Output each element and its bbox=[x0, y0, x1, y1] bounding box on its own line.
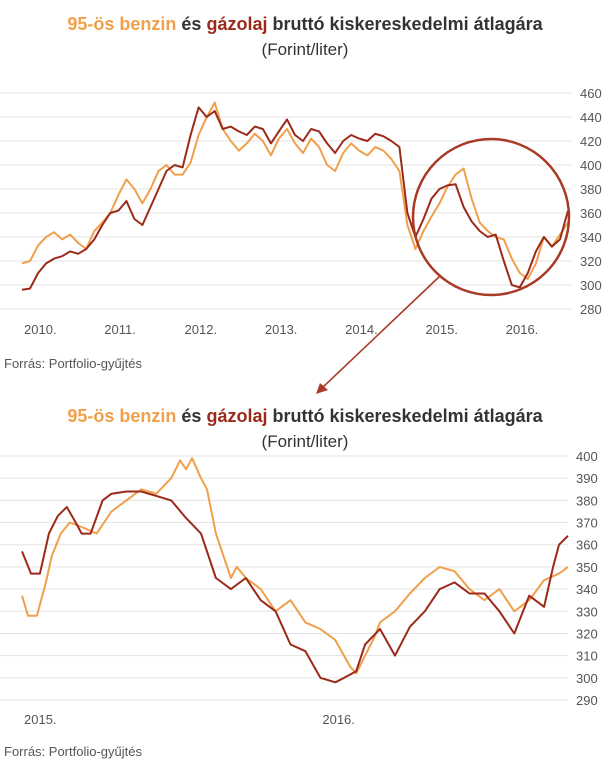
title-and: és bbox=[181, 14, 202, 34]
title-petrol: 95-ös benzin bbox=[67, 14, 177, 34]
title-diesel: gázolaj bbox=[206, 14, 268, 34]
bottom-chart-title: 95-ös benzin és gázolaj bruttó kiskeresk… bbox=[0, 406, 610, 427]
zoom-arrow-head bbox=[316, 383, 328, 394]
bottom-chart-source: Forrás: Portfolio-gyűjtés bbox=[4, 744, 142, 759]
x-tick-label: 2013. bbox=[265, 322, 298, 337]
series-line-petrol bbox=[21, 101, 569, 280]
y-tick-label: 420 bbox=[580, 134, 602, 149]
highlight-circle bbox=[411, 137, 571, 297]
y-tick-label: 400 bbox=[580, 158, 602, 173]
y-tick-label: 380 bbox=[576, 493, 598, 508]
x-tick-label: 2015. bbox=[24, 712, 57, 727]
y-tick-label: 370 bbox=[576, 516, 598, 531]
y-tick-label: 320 bbox=[580, 254, 602, 269]
title-rest: bruttó kiskereskedelmi átlagára bbox=[272, 406, 543, 426]
y-tick-label: 360 bbox=[576, 538, 598, 553]
y-tick-label: 310 bbox=[576, 649, 598, 664]
title-rest: bruttó kiskereskedelmi átlagára bbox=[272, 14, 543, 34]
y-tick-label: 290 bbox=[576, 693, 598, 708]
y-tick-label: 390 bbox=[576, 471, 598, 486]
zoom-arrow-line bbox=[321, 275, 441, 389]
x-tick-label: 2016. bbox=[322, 712, 355, 727]
y-tick-label: 360 bbox=[580, 206, 602, 221]
y-tick-label: 340 bbox=[576, 582, 598, 597]
x-tick-label: 2015. bbox=[425, 322, 458, 337]
top-chart-source: Forrás: Portfolio-gyűjtés bbox=[4, 356, 142, 371]
title-and: és bbox=[181, 406, 202, 426]
x-tick-label: 2012. bbox=[185, 322, 218, 337]
y-tick-label: 400 bbox=[576, 449, 598, 464]
y-tick-label: 460 bbox=[580, 86, 602, 101]
x-tick-label: 2016. bbox=[506, 322, 539, 337]
series-line-diesel bbox=[21, 106, 569, 291]
top-chart-subtitle: (Forint/liter) bbox=[261, 40, 349, 59]
title-diesel: gázolaj bbox=[206, 406, 268, 426]
title-petrol: 95-ös benzin bbox=[67, 406, 177, 426]
top-chart-title: 95-ös benzin és gázolaj bruttó kiskeresk… bbox=[0, 14, 610, 35]
y-tick-label: 350 bbox=[576, 560, 598, 575]
y-tick-label: 330 bbox=[576, 604, 598, 619]
series-line-petrol bbox=[21, 457, 569, 675]
y-tick-label: 320 bbox=[576, 626, 598, 641]
y-tick-label: 300 bbox=[580, 278, 602, 293]
y-tick-label: 280 bbox=[580, 302, 602, 317]
y-tick-label: 300 bbox=[576, 671, 598, 686]
series-line-diesel bbox=[21, 490, 569, 684]
y-tick-label: 340 bbox=[580, 230, 602, 245]
x-tick-label: 2010. bbox=[24, 322, 57, 337]
y-tick-label: 440 bbox=[580, 110, 602, 125]
y-tick-label: 380 bbox=[580, 182, 602, 197]
bottom-chart-subtitle: (Forint/liter) bbox=[261, 432, 349, 451]
x-tick-label: 2011. bbox=[104, 322, 136, 337]
x-tick-label: 2014. bbox=[345, 322, 378, 337]
